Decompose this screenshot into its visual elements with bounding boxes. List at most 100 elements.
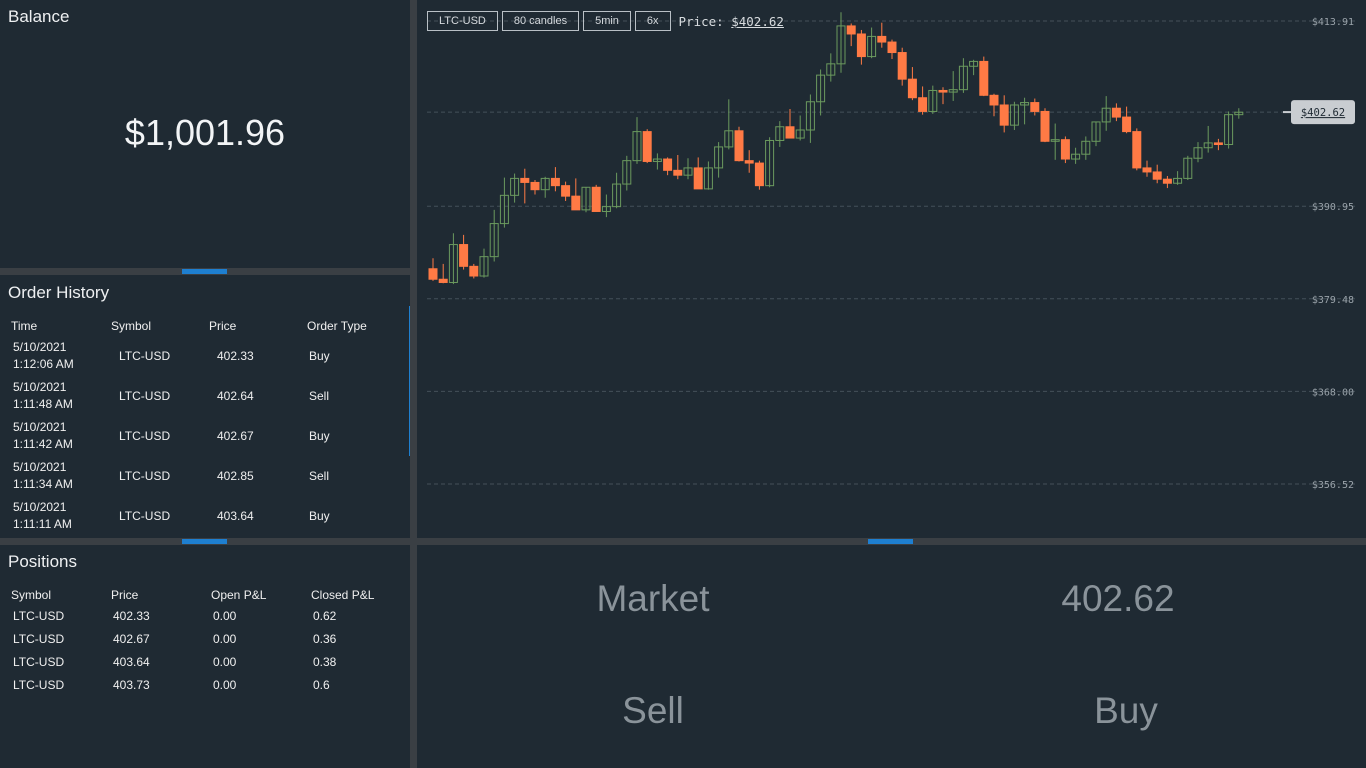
balance-panel: Balance $1,001.96 (0, 0, 410, 268)
candle-down (887, 41, 897, 54)
y-tick-label: $413.91 (1312, 17, 1354, 28)
candle-up (1203, 142, 1213, 149)
chart-toolbar: LTC-USD 80 candles 5min 6x Price: $402.6… (427, 11, 784, 31)
vertical-splitter[interactable] (410, 0, 417, 768)
position-symbol: LTC-USD (13, 631, 65, 646)
candle-down (673, 169, 683, 176)
y-tick-label: $390.95 (1312, 202, 1354, 213)
candle-up (958, 65, 968, 91)
candle-down (744, 160, 754, 164)
order-symbol: LTC-USD (119, 429, 171, 443)
position-open-pnl: 0.00 (213, 654, 237, 669)
position-symbol: LTC-USD (13, 677, 65, 692)
order-history-panel (0, 275, 410, 538)
candle-down (1213, 142, 1223, 146)
order-symbol: LTC-USD (119, 469, 171, 483)
buy-button[interactable]: Buy (1094, 690, 1158, 731)
candle-up (612, 183, 622, 208)
candle-down (856, 33, 866, 58)
candle-down (1060, 139, 1070, 160)
table-row[interactable]: LTC-USD 403.64 0.00 0.38 (5, 650, 405, 673)
candle-down (1040, 110, 1050, 142)
table-row[interactable]: 5/10/2021 1:11:42 AM LTC-USD 402.67 Buy (5, 416, 405, 456)
col-closed-pnl[interactable]: Closed P&L (311, 588, 375, 602)
candle-up (1193, 147, 1203, 159)
left-splitter-top-grip[interactable] (182, 269, 227, 274)
last-price-tag-label: $402.62 (1301, 107, 1345, 119)
candle-up (601, 206, 611, 212)
market-label: Market (596, 578, 710, 619)
candles-button[interactable]: 80 candles (501, 11, 580, 31)
candle-up (1091, 121, 1101, 142)
candle-up (724, 130, 734, 148)
order-price: 402.67 (217, 429, 254, 443)
position-closed-pnl: 0.6 (313, 677, 330, 692)
price-value: $402.62 (731, 13, 784, 29)
candle-down (561, 185, 571, 197)
table-row[interactable]: LTC-USD 402.33 0.00 0.62 (5, 604, 405, 627)
y-tick-label: $368.00 (1312, 387, 1354, 398)
candle-up (581, 186, 591, 211)
candle-up (1009, 104, 1019, 126)
y-tick-label: $379.48 (1312, 295, 1354, 306)
candle-down (1111, 107, 1121, 118)
position-open-pnl: 0.00 (213, 608, 237, 623)
symbol-button[interactable]: LTC-USD (427, 11, 498, 31)
candle-up (479, 256, 489, 277)
order-price: 403.64 (217, 509, 254, 523)
candle-down (663, 158, 673, 171)
position-price: 402.67 (113, 631, 150, 646)
price-label: Price: (678, 13, 724, 29)
left-splitter-bottom-grip[interactable] (182, 539, 227, 544)
col-price[interactable]: Price (111, 588, 139, 602)
candle-up (622, 160, 632, 185)
candlestick-chart[interactable]: $413.91 $390.95 $379.48 $368.00 $356.52 $402.… (417, 0, 1366, 538)
candle-down (1030, 102, 1040, 112)
balance-title: Balance (8, 7, 70, 26)
table-row[interactable]: 5/10/2021 1:11:34 AM LTC-USD 402.85 Sell (5, 456, 405, 496)
candle-up (826, 63, 836, 76)
col-open-pnl[interactable]: Open P&L (211, 588, 267, 602)
order-symbol: LTC-USD (119, 349, 171, 363)
col-symbol[interactable]: Symbol (11, 588, 52, 602)
candle-up (489, 223, 499, 258)
sell-button[interactable]: Sell (622, 690, 684, 731)
order-symbol: LTC-USD (119, 389, 171, 403)
candle-up (448, 244, 458, 283)
candle-down (550, 177, 560, 187)
col-order-type[interactable]: Order Type (307, 319, 367, 333)
zoom-button[interactable]: 6x (634, 11, 671, 31)
candle-up (1224, 114, 1234, 146)
candle-down (642, 131, 652, 162)
col-price[interactable]: Price (209, 319, 237, 333)
table-row[interactable]: LTC-USD 402.67 0.00 0.36 (5, 627, 405, 650)
order-history-title: Order History (8, 283, 110, 302)
candle-up (510, 177, 520, 196)
table-row[interactable]: 5/10/2021 1:11:48 AM LTC-USD 402.64 Sell (5, 376, 405, 416)
table-row[interactable]: LTC-USD 403.73 0.00 0.6 (5, 673, 405, 696)
candle-down (785, 126, 795, 139)
order-price: 402.33 (217, 349, 254, 363)
candle-up (1050, 139, 1060, 142)
candle-down (571, 195, 581, 211)
candle-up (499, 194, 509, 225)
order-price: 402.85 (217, 469, 254, 483)
table-row[interactable]: 5/10/2021 1:11:11 AM LTC-USD 403.64 Buy (5, 496, 405, 536)
col-time[interactable]: Time (11, 319, 38, 333)
order-type: Sell (309, 389, 330, 403)
interval-button[interactable]: 5min (583, 11, 631, 31)
position-symbol: LTC-USD (13, 654, 65, 669)
last-price-tag (1291, 100, 1355, 125)
candle-down (877, 35, 887, 43)
candle-up (1234, 111, 1244, 116)
candle-down (1152, 171, 1162, 180)
position-closed-pnl: 0.36 (313, 631, 337, 646)
order-symbol: LTC-USD (119, 509, 171, 523)
right-splitter-grip[interactable] (868, 539, 913, 544)
candle-down (897, 52, 907, 80)
candle-down (938, 89, 948, 93)
candle-down (438, 278, 448, 283)
position-closed-pnl: 0.62 (313, 608, 337, 623)
table-row[interactable]: 5/10/2021 1:12:06 AM LTC-USD 402.33 Buy (5, 336, 405, 376)
col-symbol[interactable]: Symbol (111, 319, 152, 333)
